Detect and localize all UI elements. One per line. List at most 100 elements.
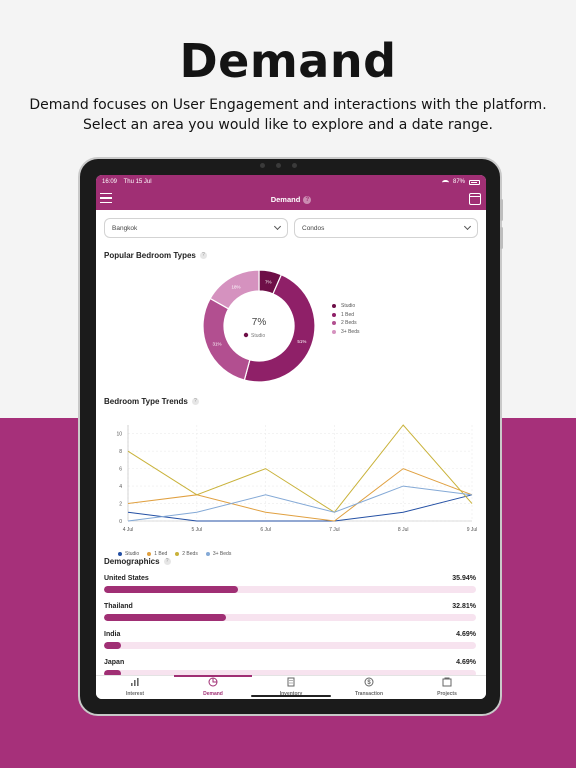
- percent-bar-fill: [104, 642, 122, 649]
- money-icon: $: [364, 677, 374, 691]
- legend-label: 3+ Beds: [341, 328, 360, 335]
- projects-icon: [442, 677, 452, 691]
- legend-dot: [147, 552, 152, 556]
- legend-dot: [205, 552, 210, 556]
- demographic-row: United States 35.94%: [104, 575, 476, 593]
- legend-item: 2 Beds: [332, 319, 360, 328]
- page-subtitle: Demand focuses on User Engagement and in…: [20, 95, 556, 135]
- wifi-icon: [441, 179, 449, 185]
- help-icon[interactable]: ?: [163, 558, 171, 565]
- country-name: India: [104, 631, 121, 638]
- svg-text:$: $: [367, 680, 371, 686]
- donut-slice-1-bed[interactable]: [243, 273, 316, 383]
- help-icon[interactable]: ?: [199, 252, 207, 259]
- help-icon[interactable]: ?: [303, 195, 312, 204]
- donut-slice-label: 18%: [232, 285, 241, 290]
- series-line-3-beds: [127, 485, 473, 522]
- donut-slice-label: 31%: [213, 342, 222, 347]
- legend-label: 1 Bed: [154, 551, 168, 557]
- subtitle-line-1: Demand focuses on User Engagement and in…: [29, 97, 547, 113]
- country-name: Japan: [104, 659, 125, 666]
- legend-dot: [118, 552, 122, 556]
- nav-bar: Demand ?: [96, 189, 486, 210]
- legend-item: 3+ Beds: [332, 328, 360, 337]
- donut-slice-2-beds[interactable]: [202, 297, 251, 381]
- x-tick-label: 4 Jul: [123, 527, 134, 533]
- battery-icon: [469, 179, 480, 185]
- legend-label: Studio: [125, 551, 140, 557]
- demographic-row: India 4.69%: [104, 631, 476, 649]
- sensor-dot: [292, 163, 297, 168]
- legend-item: 2 Beds: [175, 551, 198, 557]
- tab-demand[interactable]: Demand: [174, 675, 252, 699]
- percent-bar-fill: [104, 614, 227, 621]
- y-tick-label: 4: [119, 484, 122, 490]
- sensor-dot: [260, 163, 265, 168]
- location-select[interactable]: Bangkok: [104, 218, 288, 238]
- property-type-select[interactable]: Condos: [294, 218, 478, 238]
- location-value: Bangkok: [112, 224, 138, 232]
- menu-icon[interactable]: [100, 193, 112, 203]
- bar-chart-icon: [130, 677, 140, 691]
- y-tick-label: 2: [119, 501, 122, 507]
- y-tick-label: 0: [119, 519, 122, 525]
- donut-slice-label: 51%: [297, 339, 306, 344]
- studio-dot: [243, 332, 249, 338]
- tab-label: Demand: [203, 691, 223, 697]
- legend-item: 1 Bed: [147, 551, 167, 557]
- y-tick-label: 6: [119, 466, 122, 472]
- chevron-down-icon: [463, 222, 472, 231]
- demographic-row: Thailand 32.81%: [104, 603, 476, 621]
- tab-label: Projects: [437, 691, 457, 697]
- tab-transaction[interactable]: $ Transaction: [330, 676, 408, 699]
- status-time: 16:09: [102, 179, 118, 185]
- legend-item: Studio: [332, 302, 360, 311]
- legend-dot: [332, 329, 336, 334]
- legend-dot: [332, 321, 336, 326]
- y-tick-label: 10: [116, 432, 122, 438]
- percent-bar-track: [104, 670, 476, 677]
- chevron-down-icon: [273, 222, 282, 231]
- legend-label: 1 Bed: [341, 311, 355, 318]
- donut-slice-label: 7%: [265, 279, 272, 284]
- calendar-icon[interactable]: [469, 193, 481, 205]
- country-percent: 4.69%: [456, 631, 476, 638]
- country-name: United States: [104, 575, 149, 582]
- demographics-title: Demographics ?: [104, 557, 171, 566]
- demographic-row: Japan 4.69%: [104, 659, 476, 677]
- tab-label: Transaction: [354, 691, 384, 697]
- building-icon: [286, 677, 296, 691]
- bedroom-legend: Studio 1 Bed 2 Beds 3+ Beds: [332, 302, 360, 336]
- pie-chart-icon: [208, 677, 218, 691]
- country-percent: 35.94%: [452, 575, 476, 582]
- bedroom-donut-chart: 7% 51% 31% 18% 7% Studio: [202, 269, 316, 383]
- series-line-1-bed: [127, 468, 473, 522]
- tab-inventory[interactable]: Inventory: [252, 676, 330, 699]
- legend-label: 2 Beds: [341, 320, 357, 327]
- percent-bar-fill: [104, 586, 238, 593]
- legend-label: Studio: [341, 303, 356, 310]
- donut-slice-3-beds[interactable]: [209, 269, 260, 310]
- x-tick-label: 6 Jul: [260, 527, 271, 533]
- tab-label: Interest: [125, 691, 145, 697]
- help-icon[interactable]: ?: [191, 398, 199, 405]
- page-title: Demand: [179, 34, 397, 88]
- status-bar: 16:09 Thu 15 Jul 87%: [96, 175, 486, 189]
- section-title-text: Bedroom Type Trends: [104, 397, 188, 406]
- country-name: Thailand: [104, 603, 133, 610]
- tab-interest[interactable]: Interest: [96, 676, 174, 699]
- donut-center-value: 7%: [252, 317, 267, 328]
- legend-dot: [175, 552, 180, 556]
- tablet-frame: 16:09 Thu 15 Jul 87% Demand ? Bangkok Co…: [78, 157, 503, 716]
- percent-bar-track: [104, 614, 476, 621]
- legend-dot: [332, 312, 336, 317]
- x-tick-label: 7 Jul: [329, 527, 340, 533]
- series-line-studio: [127, 494, 473, 522]
- x-tick-label: 5 Jul: [192, 527, 203, 533]
- percent-bar-track: [104, 586, 476, 593]
- legend-label: 3+ Beds: [212, 551, 232, 557]
- tab-projects[interactable]: Projects: [408, 676, 486, 699]
- x-tick-label: 8 Jul: [398, 527, 409, 533]
- country-percent: 32.81%: [452, 603, 476, 610]
- camera-dot: [276, 163, 281, 168]
